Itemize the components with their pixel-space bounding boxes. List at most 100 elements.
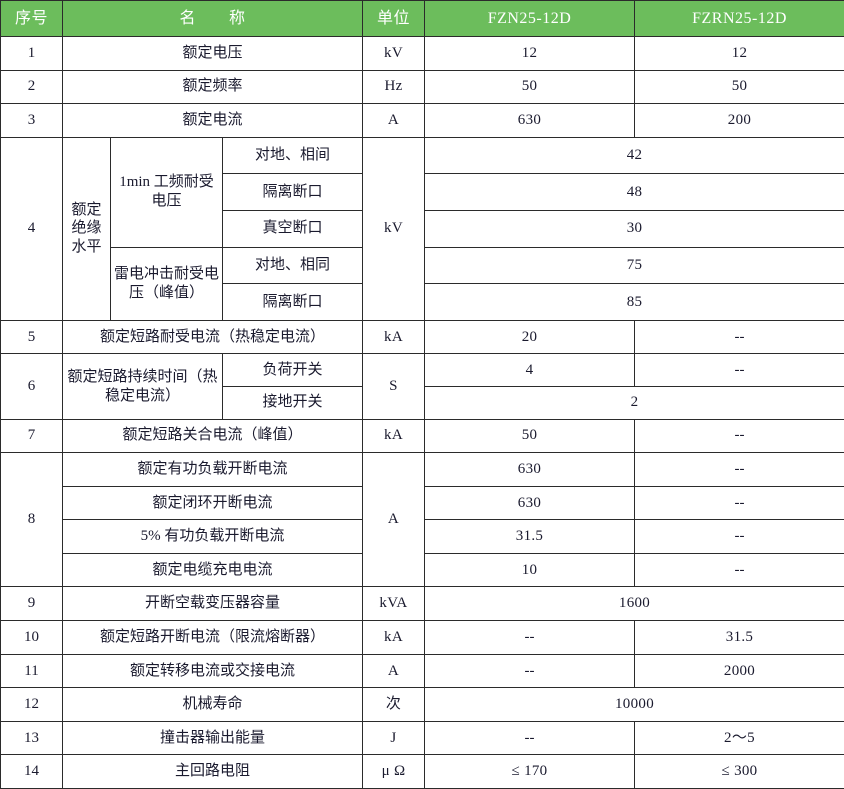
table-row: 额定电缆充电电流 10 -- [1, 552, 844, 588]
table-row: 9 开断空载变压器容量 kVA 1600 [0, 586, 844, 622]
row-unit: A [362, 452, 425, 588]
row-sn: 14 [0, 754, 63, 789]
row-value-both: 2 [424, 386, 844, 420]
row-unit: A [362, 103, 425, 138]
row-value-model1: 20 [424, 319, 635, 355]
row-sn: 3 [0, 103, 63, 138]
column-header-model-fzrn25-12d: FZRN25-12D [634, 0, 844, 37]
row-name: 额定短路耐受电流（热稳定电流） [62, 319, 363, 355]
row-unit: J [362, 720, 425, 756]
row-value-model2: -- [634, 418, 844, 454]
row-sn: 4 [0, 136, 63, 321]
row-unit: kVA [362, 586, 425, 622]
row-sn: 1 [0, 36, 63, 71]
table-row: 真空断口 30 [1, 209, 844, 248]
row-value-model1: 50 [424, 69, 635, 105]
table-row: 雷电冲击耐受电压（峰值） 对地、相同 75 [1, 246, 844, 321]
row-value-model1: 4 [424, 353, 635, 387]
row-subitem-label: 额定电缆充电电流 [62, 552, 363, 588]
row-value-model1: 630 [424, 103, 635, 138]
row-sn: 9 [0, 586, 63, 622]
row-value-model1: -- [424, 720, 635, 756]
row-value-model2: 2～5 [634, 720, 844, 756]
row-subitem-label: 真空断口 [222, 209, 363, 248]
row-subitem-label: 对地、相同 [222, 246, 363, 285]
table-row: 13 撞击器输出能量 J -- 2～5 [0, 720, 844, 756]
table-row: 7 额定短路关合电流（峰值） kA 50 -- [0, 418, 844, 454]
row-value-model2: -- [634, 319, 844, 355]
row-sn: 8 [0, 452, 63, 588]
row-name: 额定绝缘水平 [62, 136, 111, 321]
row-value-model1: -- [424, 653, 635, 689]
row-value-model1: 630 [424, 485, 635, 521]
row-value-both: 10000 [424, 687, 844, 722]
row-unit: kV [362, 36, 425, 71]
table-row: 3 额定电流 A 630 200 [0, 103, 844, 138]
row-value-model2: ≤ 300 [634, 754, 844, 789]
table-row: 11 额定转移电流或交接电流 A -- 2000 [0, 653, 844, 689]
row-name: 额定短路关合电流（峰值） [62, 418, 363, 454]
table-row: 8 额定有功负载开断电流 A 630 -- [0, 452, 844, 588]
row-value-model1: 50 [424, 418, 635, 454]
row-name: 额定转移电流或交接电流 [62, 653, 363, 689]
row-name: 额定电压 [62, 36, 363, 71]
row-name: 主回路电阻 [62, 754, 363, 789]
row-value-model2: -- [634, 452, 844, 487]
row-name: 开断空载变压器容量 [62, 586, 363, 622]
column-header-unit: 单位 [362, 0, 425, 37]
row-sn: 13 [0, 720, 63, 756]
table-row: 接地开关 2 [1, 386, 844, 420]
row-sn: 12 [0, 687, 63, 722]
row-value-model1: 10 [424, 552, 635, 588]
table-row: 6 额定短路持续时间（热稳定电流） 负荷开关 S 4 -- [0, 353, 844, 420]
column-header-sn: 序号 [0, 0, 63, 37]
row-unit: 次 [362, 687, 425, 722]
row-value-model2: -- [634, 552, 844, 588]
row-subitem-label: 隔离断口 [222, 283, 363, 321]
row-subitem-label: 额定闭环开断电流 [62, 485, 363, 521]
row-value-both: 30 [424, 209, 844, 248]
column-header-model-fzn25-12d: FZN25-12D [424, 0, 635, 37]
row-value-model1: 630 [424, 452, 635, 487]
row-subitem-label: 5% 有功负载开断电流 [62, 519, 363, 554]
row-unit: kA [362, 319, 425, 355]
table-row: 10 额定短路开断电流（限流熔断器） kA -- 31.5 [0, 620, 844, 655]
table-row: 2 额定频率 Hz 50 50 [0, 69, 844, 105]
row-unit: A [362, 653, 425, 689]
row-name: 额定短路开断电流（限流熔断器） [62, 620, 363, 655]
row-value-both: 75 [424, 246, 844, 285]
row-value-model2: 50 [634, 69, 844, 105]
row-value-both: 85 [424, 283, 844, 321]
row-name: 额定频率 [62, 69, 363, 105]
table-row: 5% 有功负载开断电流 31.5 -- [1, 519, 844, 554]
row-value-model2: 12 [634, 36, 844, 71]
row-subitem-label: 隔离断口 [222, 173, 363, 211]
row-subitem-label: 对地、相间 [222, 136, 363, 175]
row-value-model2: -- [634, 485, 844, 521]
row-value-model2: -- [634, 353, 844, 387]
table-row: 4 额定绝缘水平 1min 工频耐受电压 对地、相间 kV 42 [0, 136, 844, 321]
row-sn: 7 [0, 418, 63, 454]
row-unit: S [362, 353, 425, 420]
row-unit: Hz [362, 69, 425, 105]
table-row: 1 额定电压 kV 12 12 [0, 36, 844, 71]
table-row: 额定闭环开断电流 630 -- [1, 485, 844, 521]
row-subitem-label: 负荷开关 [222, 353, 363, 387]
row-unit: kA [362, 620, 425, 655]
row-value-model2: 31.5 [634, 620, 844, 655]
row-sn: 2 [0, 69, 63, 105]
table-row: 隔离断口 85 [1, 283, 844, 321]
row-value-model2: 2000 [634, 653, 844, 689]
row-name: 额定短路持续时间（热稳定电流） [62, 353, 223, 420]
row-name: 机械寿命 [62, 687, 363, 722]
row-value-model2: -- [634, 519, 844, 554]
row-value-both: 42 [424, 136, 844, 175]
row-value-model1: ≤ 170 [424, 754, 635, 789]
row-subgroup-label: 1min 工频耐受电压 [110, 136, 223, 248]
row-value-both: 1600 [424, 586, 844, 622]
row-value-model1: -- [424, 620, 635, 655]
row-unit: kV [362, 136, 425, 321]
row-subitem-label: 接地开关 [222, 386, 363, 420]
row-subgroup-label: 雷电冲击耐受电压（峰值） [110, 246, 223, 321]
